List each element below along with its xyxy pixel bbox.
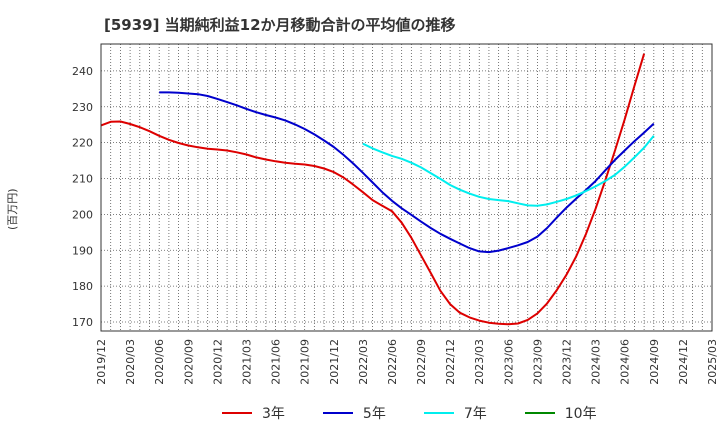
x-tick-label: 2021/09 bbox=[299, 339, 312, 385]
x-tick-label: 2020/09 bbox=[182, 339, 195, 385]
plot-frame bbox=[100, 43, 713, 332]
x-tick-label: 2022/06 bbox=[386, 339, 399, 385]
legend-item: 3年 bbox=[222, 403, 285, 423]
legend-item: 5年 bbox=[322, 403, 386, 423]
legend-item: 7年 bbox=[423, 403, 487, 423]
legend-swatch bbox=[524, 412, 555, 414]
x-tick-label: 2021/12 bbox=[328, 339, 341, 385]
x-tick-label: 2023/12 bbox=[561, 339, 574, 385]
x-tick-label: 2019/12 bbox=[95, 339, 108, 385]
x-tick-label: 2024/12 bbox=[677, 339, 690, 385]
y-tick-label: 230 bbox=[72, 101, 93, 114]
x-tick-label: 2020/06 bbox=[153, 339, 166, 385]
legend-label: 5年 bbox=[362, 406, 386, 422]
series-line-7年 bbox=[362, 135, 655, 207]
legend-label: 7年 bbox=[463, 406, 487, 422]
y-tick-label: 170 bbox=[72, 316, 93, 329]
x-tick-label: 2024/09 bbox=[648, 339, 661, 385]
legend-label: 10年 bbox=[564, 406, 597, 422]
x-tick-label: 2021/03 bbox=[240, 339, 253, 385]
x-tick-label: 2022/12 bbox=[444, 339, 457, 385]
x-tick-label: 2022/09 bbox=[415, 339, 428, 385]
x-tick-label: 2024/06 bbox=[619, 339, 632, 385]
legend-swatch bbox=[423, 412, 454, 414]
legend-label: 3年 bbox=[262, 406, 285, 422]
grid-lines bbox=[101, 44, 712, 331]
x-tick-label: 2023/09 bbox=[531, 339, 544, 385]
x-tick-labels: 2019/12 2020/03 2020/06 2020/09 2020/12 2021/… bbox=[95, 339, 719, 385]
legend-swatch bbox=[322, 412, 353, 414]
y-tick-label: 210 bbox=[72, 173, 93, 186]
x-tick-label: 2022/03 bbox=[357, 339, 370, 385]
y-tick-label: 180 bbox=[72, 280, 93, 293]
series-lines bbox=[100, 53, 655, 326]
x-tick-label: 2024/03 bbox=[590, 339, 603, 385]
y-tick-label: 240 bbox=[72, 65, 93, 78]
x-tick-label: 2023/06 bbox=[502, 339, 515, 385]
y-tick-label: 190 bbox=[72, 244, 93, 257]
series-line-3年 bbox=[100, 53, 646, 326]
legend-swatch bbox=[222, 412, 252, 414]
y-tick-label: 220 bbox=[72, 137, 93, 150]
y-tick-label: 200 bbox=[72, 208, 93, 221]
series-line-5年 bbox=[159, 91, 655, 254]
chart-title: [5939] 当期純利益12か月移動合計の平均値の推移 bbox=[104, 16, 456, 34]
x-tick-label: 2020/03 bbox=[124, 339, 137, 385]
x-tick-label: 2020/12 bbox=[211, 339, 224, 385]
x-tick-label: 2023/03 bbox=[473, 339, 486, 385]
legend: 3年 5年 7年 10年 bbox=[222, 403, 635, 423]
x-tick-label: 2025/03 bbox=[706, 339, 719, 385]
legend-item: 10年 bbox=[524, 403, 597, 423]
x-tick-label: 2021/06 bbox=[270, 339, 283, 385]
y-tick-labels: 170 180 190 200 210 220 230 240 bbox=[72, 65, 93, 329]
